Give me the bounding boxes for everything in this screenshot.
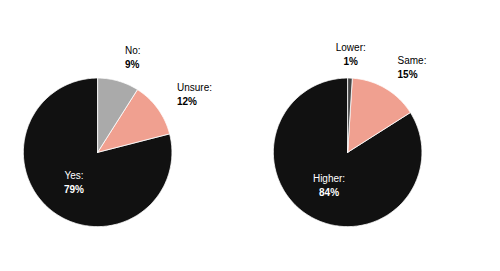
svg-text:12%: 12% [177, 96, 197, 107]
svg-text:Unsure:: Unsure: [177, 82, 212, 93]
svg-text:79%: 79% [64, 184, 84, 195]
svg-text:84%: 84% [319, 187, 339, 198]
svg-text:1%: 1% [343, 56, 358, 67]
svg-text:Lower:: Lower: [336, 42, 366, 53]
svg-text:No:: No: [125, 45, 141, 56]
svg-text:9%: 9% [125, 59, 140, 70]
svg-text:Yes:: Yes: [64, 170, 83, 181]
svg-text:15%: 15% [398, 69, 418, 80]
svg-text:Same:: Same: [398, 55, 427, 66]
svg-text:Higher:: Higher: [313, 173, 345, 184]
